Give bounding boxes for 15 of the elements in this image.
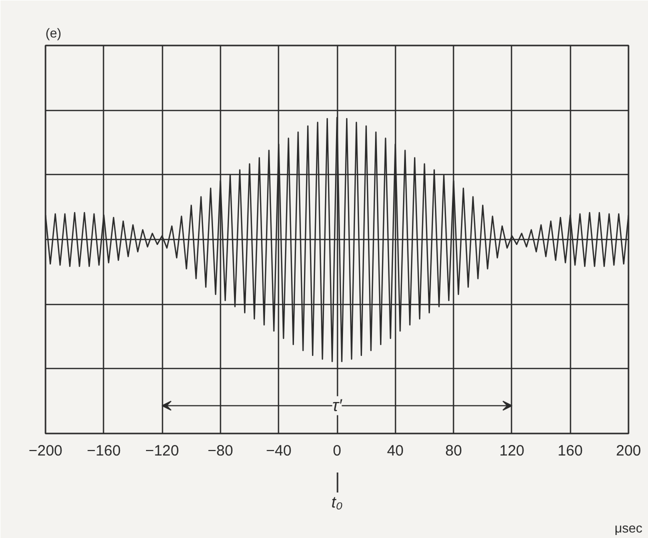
annotation: t₀: [331, 494, 343, 512]
x-tick-label: 160: [558, 442, 583, 460]
x-tick-label: −40: [266, 442, 292, 460]
x-tick-label: 80: [445, 442, 462, 460]
x-axis-title: μsec: [614, 520, 643, 536]
x-tick-label: 200: [616, 442, 642, 460]
chart-title: (e): [46, 26, 62, 40]
text: τ′: [332, 396, 343, 416]
x-tick-label: 40: [386, 442, 404, 460]
x-tick-label: −200: [28, 442, 62, 460]
x-tick-label: −120: [145, 442, 180, 460]
x-tick-label: 0: [332, 442, 342, 460]
x-tick-label: −80: [208, 442, 234, 460]
x-tick-label: −160: [86, 442, 121, 460]
x-tick-label: 120: [499, 442, 524, 460]
